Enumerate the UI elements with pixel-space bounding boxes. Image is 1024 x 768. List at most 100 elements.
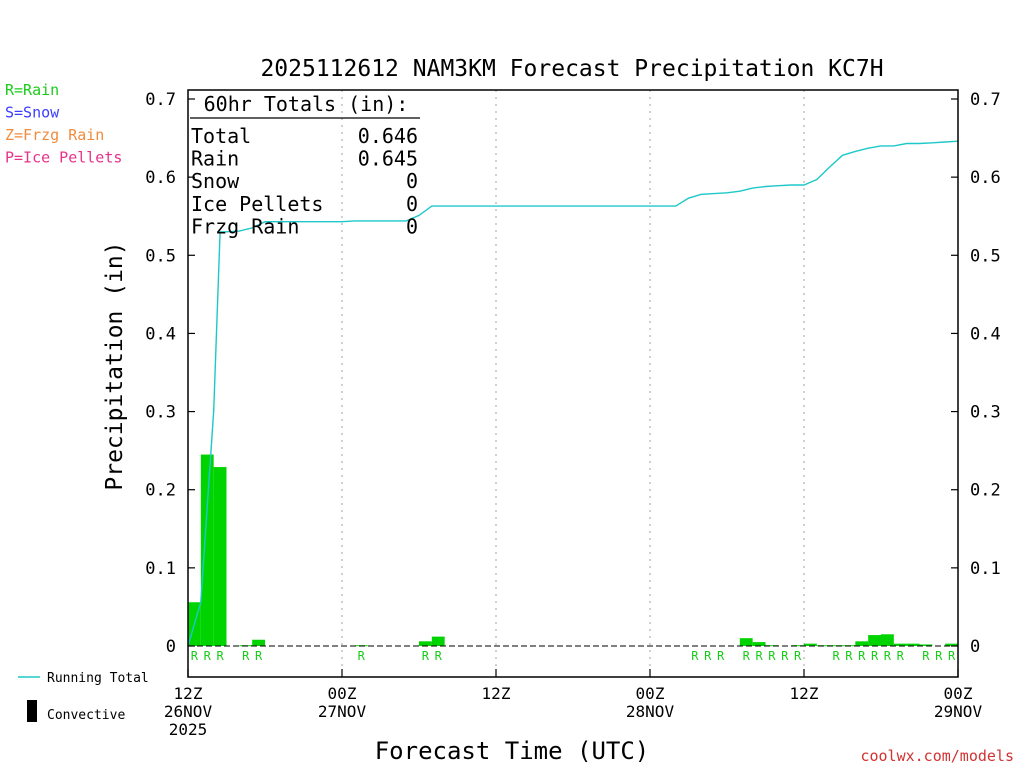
- precip-type-label: R: [768, 649, 776, 663]
- precip-type-label: R: [858, 649, 866, 663]
- x-tick-label: 00Z: [944, 684, 973, 703]
- precip-type-label: R: [832, 649, 840, 663]
- totals-header: 60hr Totals (in):: [204, 92, 409, 116]
- totals-row-label: Frzg Rain: [191, 214, 299, 238]
- totals-row-value: 0.645: [358, 147, 418, 171]
- precip-bar: [419, 641, 432, 646]
- precip-bar: [252, 639, 265, 646]
- totals-row-value: 0: [406, 169, 418, 193]
- y-tick-label-left: 0.4: [145, 324, 176, 344]
- precip-bar: [752, 642, 766, 646]
- precip-type-label: R: [743, 649, 751, 663]
- y-tick-label-right: 0.6: [970, 168, 1001, 188]
- precip-type-label: R: [358, 649, 366, 663]
- totals-row-value: 0: [406, 214, 418, 238]
- totals-row-label: Ice Pellets: [191, 192, 323, 216]
- precip-type-label: R: [216, 649, 224, 663]
- precip-type-label: R: [935, 649, 943, 663]
- y-tick-label-right: 0.2: [970, 481, 1001, 501]
- x-tick-label: 12Z: [174, 684, 203, 703]
- precip-type-label: R: [691, 649, 699, 663]
- totals-box: 60hr Totals (in): Total 0.646 Rain 0.645 Sno…: [190, 92, 420, 238]
- precip-type-label: R: [845, 649, 853, 663]
- legend-convective-label: Convective: [47, 708, 125, 723]
- precip-bar: [739, 638, 753, 646]
- totals-row-label: Snow: [191, 169, 240, 193]
- precip-type-label: R: [717, 649, 725, 663]
- precip-bar: [919, 644, 933, 646]
- x-tick-label: 12Z: [482, 684, 511, 703]
- precip-bar: [906, 643, 920, 646]
- running-total-line: [187, 140, 959, 647]
- precip-bar: [804, 643, 817, 646]
- y-tick-label-right: 0.1: [970, 559, 1001, 579]
- precip-type-label: R: [255, 649, 263, 663]
- precip-type-label: R: [704, 649, 712, 663]
- precip-bar: [893, 643, 907, 646]
- precip-type-legend-item: P=Ice Pellets: [5, 149, 122, 167]
- x-tick-label: 29NOV: [934, 702, 983, 721]
- precip-type-label: R: [755, 649, 763, 663]
- precip-bar: [881, 634, 894, 646]
- precip-type-label: R: [948, 649, 956, 663]
- y-tick-label-right: 0.7: [970, 90, 1001, 110]
- precip-bars: [188, 454, 958, 647]
- precip-type-label: R: [884, 649, 892, 663]
- precip-bar: [431, 636, 445, 646]
- x-tick-label: 28NOV: [626, 702, 675, 721]
- y-tick-label-left: 0.6: [145, 168, 176, 188]
- totals-row-value: 0: [406, 192, 418, 216]
- precip-bar: [200, 454, 214, 646]
- y-tick-label-right: 0.5: [970, 246, 1001, 266]
- y-tick-label-right: 0.3: [970, 403, 1001, 423]
- precip-type-label: R: [204, 649, 212, 663]
- precip-bar: [791, 645, 804, 647]
- credit-text: coolwx.com/models: [860, 747, 1014, 765]
- precip-type-legend-item: R=Rain: [5, 81, 59, 99]
- y-tick-label-left: 0.2: [145, 481, 176, 501]
- plot-frame: [187, 89, 959, 678]
- y-tick-label-right: 0: [970, 637, 980, 657]
- x-tick-label: 12Z: [790, 684, 819, 703]
- legend-running-total-label: Running Total: [47, 671, 149, 686]
- y-axis-right: 0 0.1 0.2 0.3 0.4 0.5 0.6 0.7: [951, 90, 1001, 657]
- precip-bar: [945, 643, 958, 646]
- precip-type-label: R: [435, 649, 443, 663]
- precip-bar: [855, 641, 869, 646]
- precip-type-legend: R=Rain S=Snow Z=Frzg Rain P=Ice Pellets: [5, 81, 122, 167]
- x-tick-label: 00Z: [328, 684, 357, 703]
- precip-type-legend-item: S=Snow: [5, 104, 60, 122]
- precip-type-label: R: [422, 649, 430, 663]
- precip-type-label: R: [242, 649, 250, 663]
- y-tick-label-left: 0: [166, 637, 176, 657]
- x-tick-label: 2025: [169, 720, 208, 739]
- totals-row-label: Total: [191, 124, 251, 148]
- precip-type-label: R: [871, 649, 879, 663]
- precip-type-label: R: [794, 649, 802, 663]
- x-tick-label: 27NOV: [318, 702, 367, 721]
- x-axis-label: Forecast Time (UTC): [375, 737, 650, 765]
- x-tick-label: 26NOV: [164, 702, 213, 721]
- y-axis-label: Precipitation (in): [102, 241, 128, 490]
- legend-convective-swatch: [27, 700, 37, 722]
- y-tick-label-left: 0.7: [145, 90, 176, 110]
- precip-type-label: R: [191, 649, 199, 663]
- y-tick-label-left: 0.3: [145, 403, 176, 423]
- precip-bar: [765, 645, 779, 647]
- totals-row-label: Rain: [191, 147, 239, 171]
- precip-type-legend-item: Z=Frzg Rain: [5, 126, 104, 144]
- chart-title: 2025112612 NAM3KM Forecast Precipitation…: [260, 56, 883, 82]
- x-tick-label: 00Z: [636, 684, 665, 703]
- y-tick-label-left: 0.1: [145, 559, 176, 579]
- precip-type-label: R: [922, 649, 930, 663]
- y-axis-left: 0 0.1 0.2 0.3 0.4 0.5 0.6 0.7: [145, 90, 195, 657]
- y-tick-label-left: 0.5: [145, 246, 176, 266]
- totals-row-value: 0.646: [358, 124, 418, 148]
- y-tick-label-right: 0.4: [970, 324, 1001, 344]
- precip-type-label: R: [897, 649, 905, 663]
- precip-bar: [868, 635, 881, 646]
- precip-bar: [213, 467, 227, 646]
